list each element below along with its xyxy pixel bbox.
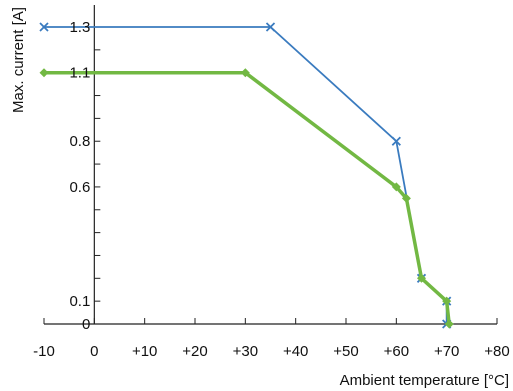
x-tick-label: +70 — [434, 343, 459, 360]
y-tick-label: 0 — [82, 316, 90, 333]
series-2-line — [44, 70, 451, 325]
series-2-point — [391, 182, 401, 192]
y-tick-label: 1.1 — [69, 65, 90, 82]
x-tick-label: +80 — [484, 343, 509, 360]
x-tick-label: +20 — [182, 343, 207, 360]
series-2-point — [401, 193, 411, 203]
axes — [43, 5, 498, 325]
x-tick-label: +40 — [283, 343, 308, 360]
x-axis-title: Ambient temperature [°C] — [340, 372, 509, 389]
series-1-point — [391, 136, 401, 146]
y-axis-title: Max. current [A] — [10, 7, 27, 113]
x-tick-label: 0 — [90, 343, 98, 360]
series-2-point — [240, 68, 250, 78]
x-tick-label: +50 — [333, 343, 358, 360]
tick-labels: -10 0 +10 +20 +30 +40 +50 +60 +70 +80 0 0.1 0.6 0.8 1.… — [33, 19, 510, 360]
series-2 — [39, 68, 454, 329]
series-1-point — [265, 22, 276, 32]
x-tick-label: -10 — [33, 343, 55, 360]
series-1-point — [39, 22, 49, 32]
x-tick-label: +60 — [384, 343, 409, 360]
series-layer — [39, 22, 454, 329]
x-tick-label: +10 — [132, 343, 157, 360]
y-tick-label: 1.3 — [69, 19, 90, 36]
x-tick-label: +30 — [233, 343, 258, 360]
series-2-point — [444, 319, 454, 329]
y-tick-label: 0.6 — [69, 179, 90, 196]
series-2-point — [442, 296, 452, 306]
y-tick-label: 0.8 — [69, 133, 90, 150]
series-2-point — [417, 273, 426, 283]
series-2-point — [39, 68, 49, 78]
y-tick-label: 0.1 — [69, 293, 90, 310]
